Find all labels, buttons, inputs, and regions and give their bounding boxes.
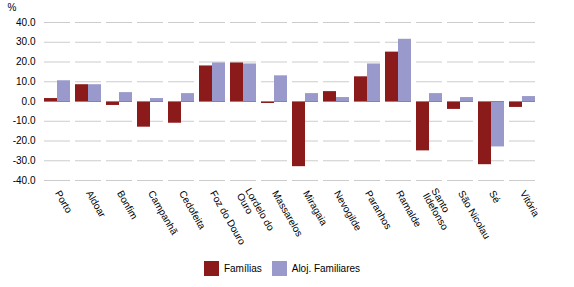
- svg-text:Paranhos: Paranhos: [363, 189, 394, 232]
- svg-text:0.0: 0.0: [22, 96, 36, 107]
- svg-text:40.0: 40.0: [16, 17, 36, 28]
- svg-text:São Nicolau: São Nicolau: [456, 189, 492, 241]
- svg-text:20.0: 20.0: [16, 56, 36, 67]
- svg-text:Cedofeita: Cedofeita: [177, 189, 208, 232]
- svg-text:Bonfim: Bonfim: [115, 189, 140, 221]
- svg-text:Vitória: Vitória: [518, 189, 542, 219]
- svg-text:Campanhã: Campanhã: [146, 189, 180, 237]
- svg-text:Nevogilde: Nevogilde: [332, 189, 364, 233]
- svg-text:Porto: Porto: [53, 189, 75, 216]
- svg-text:Aldoar: Aldoar: [84, 189, 108, 220]
- svg-text:%: %: [8, 2, 17, 13]
- svg-text:10.0: 10.0: [16, 76, 36, 87]
- svg-text:SantoIldefonso: SantoIldefonso: [421, 186, 460, 232]
- svg-text:Massarelos: Massarelos: [270, 189, 305, 239]
- svg-text:Sé: Sé: [487, 189, 503, 205]
- svg-text:Miragaia: Miragaia: [301, 189, 330, 228]
- svg-text:Ramalde: Ramalde: [394, 189, 424, 230]
- svg-text:-20.0: -20.0: [13, 135, 36, 146]
- svg-text:30.0: 30.0: [16, 36, 36, 47]
- svg-text:-30.0: -30.0: [13, 155, 36, 166]
- svg-text:-10.0: -10.0: [13, 115, 36, 126]
- svg-text:-40.0: -40.0: [13, 175, 36, 186]
